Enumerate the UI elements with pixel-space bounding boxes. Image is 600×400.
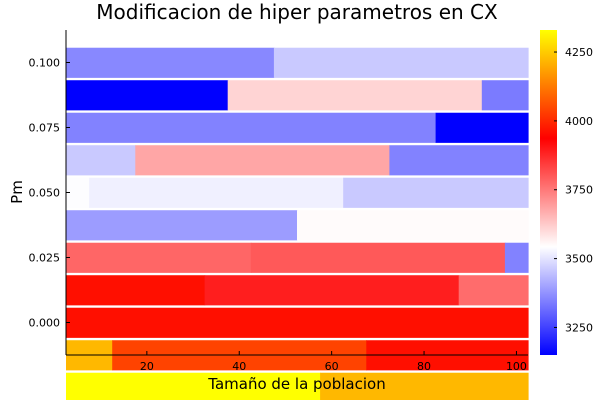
heatmap-cells (66, 47, 529, 400)
heatmap-cell (89, 177, 344, 208)
x-tick-label: 100 (506, 360, 527, 373)
heatmap-cell (273, 47, 529, 78)
colorbar (540, 30, 557, 355)
y-axis-label: Pm (8, 180, 26, 204)
colorbar-tick-label: 3250 (565, 321, 593, 334)
heatmap-cell (66, 307, 529, 338)
x-tick-label: 60 (325, 360, 339, 373)
colorbar-ticks: 3250 3500 3750 4000 4250 (554, 46, 593, 334)
heatmap-cell (66, 80, 229, 111)
y-axis-ticks: 0.000 0.025 0.050 0.075 0.100 (29, 57, 70, 330)
heatmap-cell (343, 177, 529, 208)
heatmap-cell (458, 275, 529, 306)
heatmap-cell (481, 80, 529, 111)
chart-title: Modificacion de hiper parametros en CX (96, 0, 498, 24)
heatmap-cell (66, 112, 437, 143)
heatmap-cell (297, 210, 529, 241)
heatmap-cell (204, 275, 460, 306)
heatmap-cell (66, 145, 136, 176)
colorbar-tick-label: 3500 (565, 253, 593, 266)
y-tick-label: 0.075 (29, 122, 61, 135)
heatmap-cell (227, 80, 483, 111)
colorbar-tick-label: 3750 (565, 184, 593, 197)
heatmap-cell (66, 47, 275, 78)
colorbar-tick-label: 4000 (565, 115, 593, 128)
heatmap-cell (504, 242, 529, 273)
colorbar-tick-label: 4250 (565, 46, 593, 59)
heatmap-cell (135, 145, 390, 176)
x-axis-ticks: 20 40 60 80 100 (140, 351, 527, 373)
heatmap-cell (320, 372, 529, 400)
heatmap-cell (66, 210, 298, 241)
heatmap-cell (389, 145, 529, 176)
x-tick-label: 20 (140, 360, 154, 373)
y-tick-label: 0.100 (29, 57, 61, 70)
y-tick-label: 0.025 (29, 252, 61, 265)
x-axis-label: Tamaño de la poblacion (207, 375, 385, 393)
heatmap-cell (66, 275, 206, 306)
heatmap-cell (250, 242, 506, 273)
y-tick-label: 0.050 (29, 187, 61, 200)
heatmap-cell (66, 177, 90, 208)
heatmap-cell (66, 372, 321, 400)
heatmap-cell (66, 242, 252, 273)
y-tick-label: 0.000 (29, 317, 61, 330)
x-tick-label: 80 (417, 360, 431, 373)
x-tick-label: 40 (232, 360, 246, 373)
heatmap-cell (435, 112, 529, 143)
